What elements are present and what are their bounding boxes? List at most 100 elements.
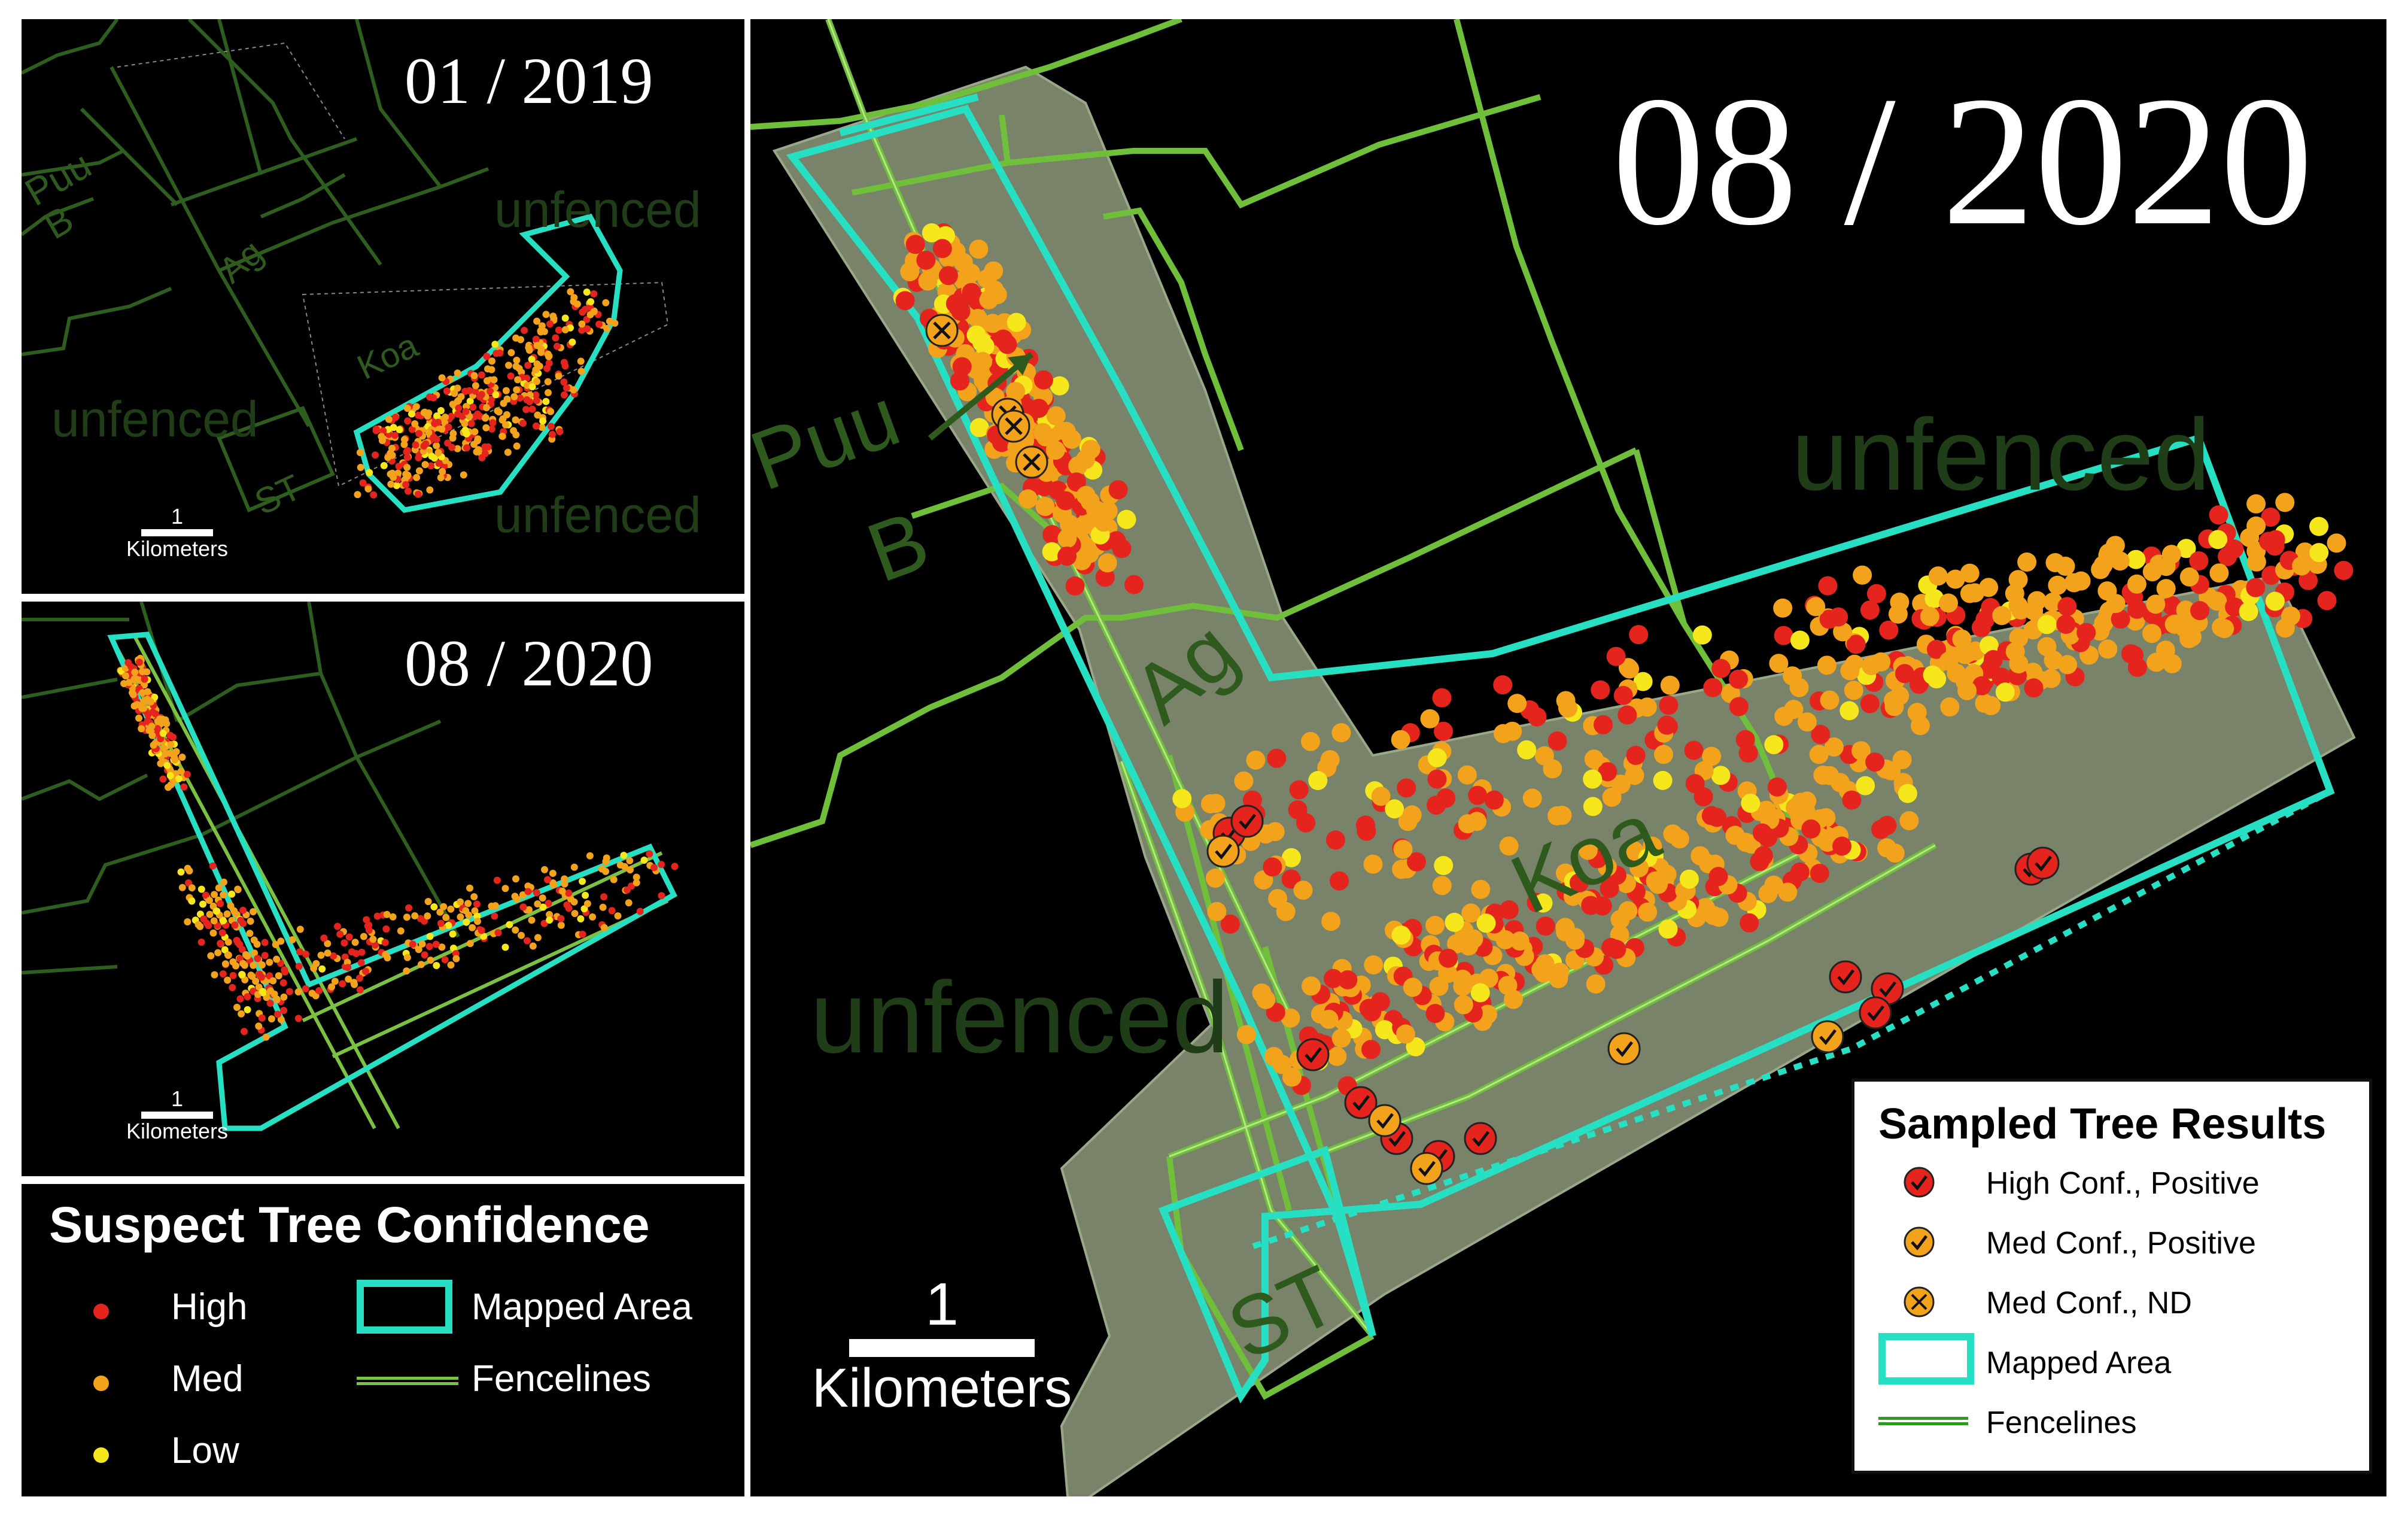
scale-bar: 1 Kilometers	[786, 1270, 1097, 1420]
suspect-tree-point	[462, 907, 470, 915]
high-positive-marker	[1871, 972, 1904, 1006]
suspect-tree-point	[2266, 530, 2285, 549]
suspect-tree-point	[455, 404, 463, 412]
suspect-tree-point	[1607, 940, 1626, 959]
suspect-tree-point	[348, 948, 355, 956]
suspect-tree-point	[1923, 665, 1942, 685]
suspect-tree-point	[1282, 848, 1301, 867]
suspect-tree-point	[2126, 549, 2146, 569]
suspect-tree-point	[312, 960, 320, 967]
suspect-tree-point	[473, 912, 481, 920]
suspect-tree-point	[537, 348, 545, 356]
suspect-tree-point	[1479, 969, 1498, 988]
suspect-tree-point	[1425, 916, 1445, 935]
suspect-tree-point	[140, 705, 148, 712]
suspect-tree-point	[570, 386, 577, 394]
suspect-tree-point	[233, 1003, 241, 1011]
suspect-tree-point	[166, 749, 174, 757]
suspect-tree-point	[628, 882, 636, 890]
suspect-tree-point	[2209, 563, 2229, 583]
med-nd-marker	[925, 314, 959, 347]
suspect-tree-point	[1711, 766, 1731, 785]
orange-x-icon	[1904, 1286, 1935, 1317]
suspect-tree-point	[1670, 829, 1689, 849]
suspect-tree-point	[498, 432, 506, 440]
suspect-tree-point	[546, 916, 554, 924]
suspect-tree-point	[570, 898, 578, 906]
suspect-tree-point	[1702, 746, 1722, 766]
suspect-tree-point	[1817, 833, 1837, 852]
suspect-tree-point	[1282, 1067, 1302, 1087]
suspect-tree-point	[2056, 615, 2076, 634]
suspect-tree-point	[447, 905, 455, 913]
suspect-tree-point	[380, 462, 388, 469]
suspect-tree-point	[501, 885, 509, 892]
suspect-tree-point	[1447, 934, 1466, 954]
suspect-tree-point	[1457, 765, 1477, 785]
suspect-tree-point	[532, 335, 540, 343]
suspect-tree-point	[261, 952, 269, 960]
suspect-tree-point	[242, 951, 250, 958]
suspect-tree-point	[1461, 903, 1481, 923]
suspect-tree-point	[938, 266, 958, 286]
legend-label-med: Med	[171, 1358, 244, 1399]
suspect-tree-point	[578, 320, 586, 328]
suspect-tree-point	[478, 371, 485, 379]
suspect-tree-point	[390, 424, 397, 432]
scale-bar: 1 Kilometers	[105, 1086, 249, 1144]
suspect-tree-point	[273, 996, 281, 1004]
suspect-tree-point	[328, 983, 336, 991]
med-nd-marker	[997, 409, 1030, 443]
orange-check-icon	[1904, 1226, 1935, 1258]
suspect-tree-point	[549, 870, 557, 877]
suspect-tree-point	[1281, 1008, 1300, 1028]
suspect-tree-point	[579, 878, 586, 885]
suspect-tree-point	[437, 407, 445, 414]
suspect-tree-point	[952, 357, 972, 377]
suspect-tree-point	[1692, 625, 1712, 645]
suspect-tree-point	[209, 862, 217, 870]
suspect-tree-point	[1633, 672, 1653, 691]
suspect-tree-point	[294, 1015, 302, 1022]
suspect-tree-point	[529, 942, 537, 950]
scale-value: 1	[171, 1086, 184, 1111]
suspect-tree-point	[439, 467, 446, 475]
suspect-tree-point	[636, 907, 644, 915]
suspect-tree-point	[252, 977, 260, 985]
suspect-tree-point	[580, 905, 588, 913]
suspect-tree-point	[1057, 547, 1077, 566]
suspect-tree-point	[1741, 793, 1761, 813]
suspect-tree-point	[471, 428, 479, 436]
suspect-tree-point	[2161, 545, 2181, 564]
suspect-tree-point	[436, 908, 444, 916]
suspect-tree-point	[2142, 624, 2161, 643]
suspect-tree-point	[1429, 976, 1449, 996]
high-dot-icon	[93, 1304, 109, 1319]
suspect-tree-point	[2334, 561, 2354, 580]
suspect-tree-point	[1885, 843, 1905, 863]
suspect-tree-point	[474, 435, 482, 443]
suspect-tree-point	[324, 940, 332, 948]
suspect-tree-point	[478, 391, 485, 398]
suspect-tree-point	[1819, 609, 1839, 629]
suspect-tree-point	[1556, 922, 1576, 942]
suspect-tree-point	[1618, 901, 1638, 921]
suspect-tree-point	[545, 353, 552, 360]
suspect-tree-point	[480, 933, 488, 940]
suspect-tree-point	[1308, 771, 1328, 790]
suspect-tree-point	[481, 450, 489, 457]
suspect-tree-point	[1581, 895, 1601, 915]
suspect-tree-point	[202, 891, 209, 899]
suspect-tree-point	[513, 442, 521, 450]
suspect-tree-point	[430, 394, 437, 402]
suspect-tree-point	[415, 467, 423, 475]
suspect-tree-point	[504, 448, 512, 456]
suspect-tree-point	[1797, 712, 1817, 732]
fence-lines-2020-small	[22, 602, 679, 1131]
suspect-tree-point	[1586, 974, 1606, 994]
suspect-tree-point	[1818, 576, 1838, 596]
suspect-tree-point	[2317, 591, 2337, 611]
suspect-tree-point	[277, 937, 285, 945]
suspect-tree-point	[244, 993, 251, 1001]
suspect-tree-point	[318, 965, 326, 973]
